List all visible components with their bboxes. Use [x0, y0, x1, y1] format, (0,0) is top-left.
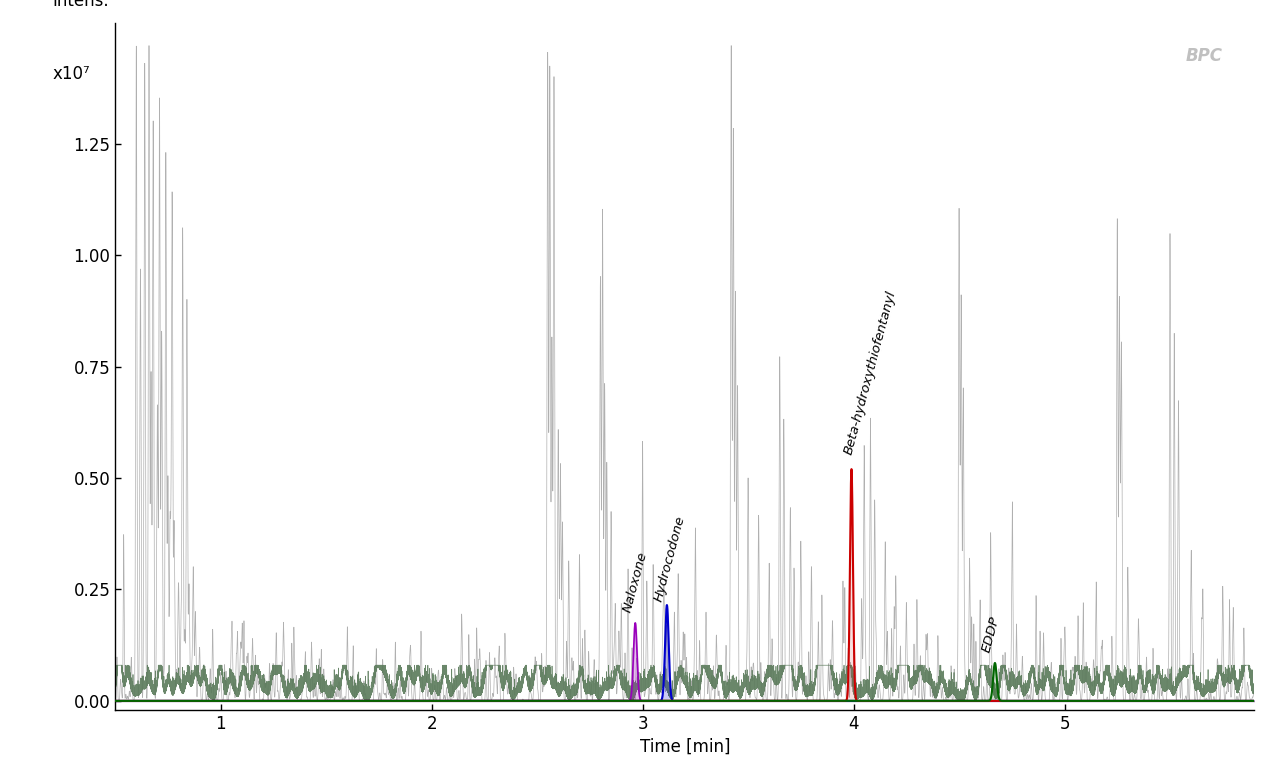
Text: Naloxone: Naloxone [621, 551, 649, 614]
Text: Intens.: Intens. [52, 0, 109, 9]
X-axis label: Time [min]: Time [min] [640, 738, 730, 757]
Text: Hydrocodone: Hydrocodone [653, 514, 687, 603]
Text: EDDP: EDDP [980, 615, 1002, 654]
Text: Beta-hydroxythiofentanyl: Beta-hydroxythiofentanyl [842, 289, 899, 456]
Text: x10⁷: x10⁷ [52, 65, 90, 83]
Text: BPC: BPC [1185, 48, 1222, 66]
